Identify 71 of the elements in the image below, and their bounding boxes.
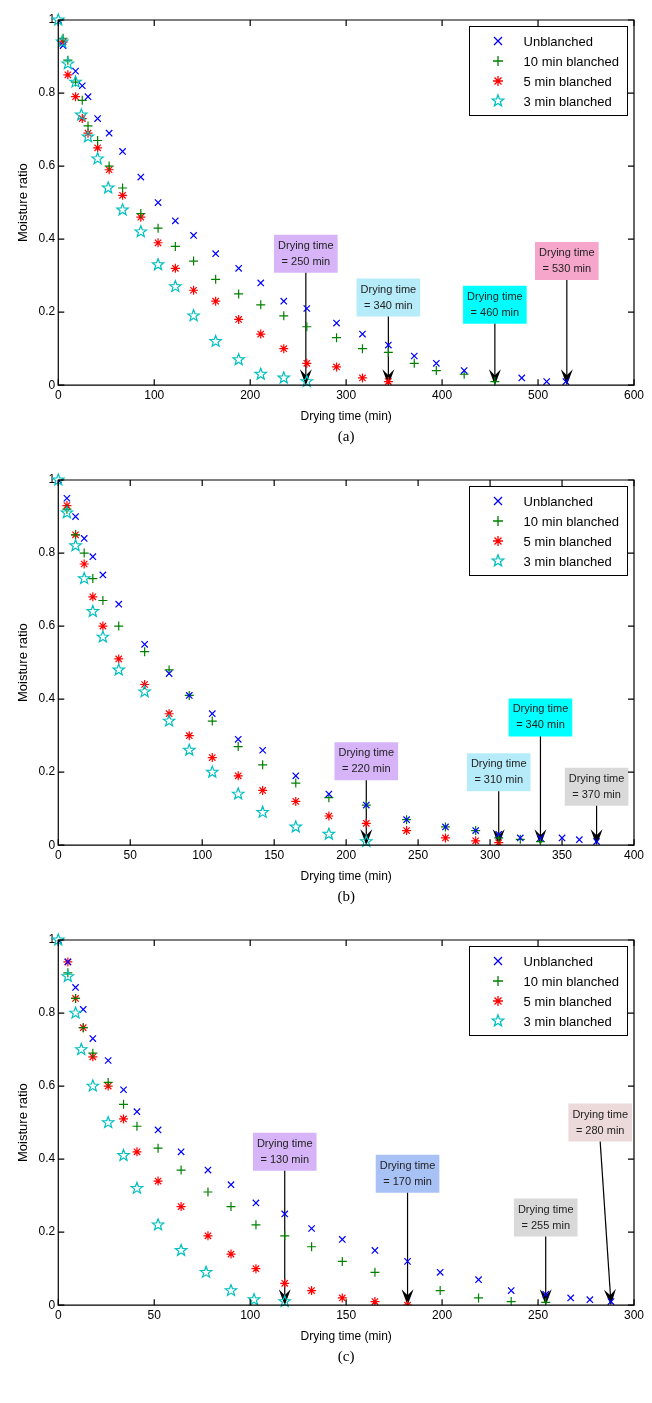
y-tick-label: 0.6 bbox=[38, 618, 56, 633]
legend-label: 3 min blanched bbox=[523, 93, 612, 109]
y-tick-label: 0 bbox=[48, 837, 56, 852]
x-tick-label: 100 bbox=[192, 847, 213, 862]
y-tick-label: 0.8 bbox=[38, 1005, 56, 1020]
x-axis-title: Drying time (min) bbox=[300, 409, 392, 424]
legend-label: 5 min blanched bbox=[523, 993, 612, 1009]
y-tick-label: 0 bbox=[48, 377, 56, 392]
legend-label: 10 min blanched bbox=[523, 513, 619, 529]
legend-label: 5 min blanched bbox=[523, 73, 612, 89]
y-tick-label: 0.6 bbox=[38, 158, 56, 173]
x-tick-label: 400 bbox=[432, 387, 453, 402]
x-tick-label: 400 bbox=[623, 847, 645, 862]
text: (b) bbox=[336, 888, 356, 905]
y-tick-label: 1 bbox=[48, 932, 56, 947]
y-tick-label: 1 bbox=[48, 12, 56, 27]
x-tick-label: 300 bbox=[480, 847, 501, 862]
x-tick-label: 300 bbox=[336, 387, 357, 402]
legend-label: 3 min blanched bbox=[523, 1013, 612, 1029]
y-axis-title: Moisture ratio bbox=[15, 1083, 31, 1162]
y-axis-title: Moisture ratio bbox=[15, 623, 31, 702]
x-tick-label: 150 bbox=[264, 847, 285, 862]
x-tick-label: 250 bbox=[408, 847, 429, 862]
annotation: Drying time = 255 min bbox=[517, 1202, 574, 1231]
x-tick-label: 200 bbox=[432, 1307, 453, 1322]
x-tick-label: 200 bbox=[240, 387, 261, 402]
y-tick-label: 0.2 bbox=[38, 1224, 56, 1239]
legend-label: 3 min blanched bbox=[523, 553, 612, 569]
y-tick-label: 0.4 bbox=[38, 1151, 56, 1166]
x-tick-label: 50 bbox=[147, 1307, 162, 1322]
x-tick-label: 500 bbox=[528, 387, 549, 402]
y-axis-title: Moisture ratio bbox=[15, 163, 31, 242]
y-tick-label: 1 bbox=[48, 472, 56, 487]
text: (c) bbox=[336, 1348, 356, 1365]
y-tick-label: 0.2 bbox=[38, 764, 56, 779]
y-tick-label: 0.6 bbox=[38, 1078, 56, 1093]
legend-label: Unblanched bbox=[523, 33, 593, 49]
x-tick-label: 100 bbox=[144, 387, 165, 402]
x-tick-label: 200 bbox=[336, 847, 357, 862]
legend-label: Unblanched bbox=[523, 953, 593, 969]
x-tick-label: 350 bbox=[552, 847, 573, 862]
annotation: Drying time = 130 min bbox=[256, 1136, 313, 1165]
annotation: Drying time = 170 min bbox=[379, 1158, 436, 1187]
y-tick-label: 0.2 bbox=[38, 304, 56, 319]
y-tick-label: 0.8 bbox=[38, 85, 56, 100]
text: (a) bbox=[336, 428, 356, 445]
x-axis-title: Drying time (min) bbox=[300, 1329, 392, 1344]
x-tick-label: 600 bbox=[623, 387, 645, 402]
x-axis-title: Drying time (min) bbox=[300, 869, 392, 884]
annotation: Drying time = 530 min bbox=[539, 246, 595, 275]
legend-label: Unblanched bbox=[523, 493, 593, 509]
x-tick-label: 50 bbox=[123, 847, 138, 862]
annotation: Drying time = 250 min bbox=[278, 238, 334, 267]
x-tick-label: 100 bbox=[240, 1307, 261, 1322]
annotation: Drying time = 280 min bbox=[572, 1107, 628, 1136]
legend-label: 5 min blanched bbox=[523, 533, 612, 549]
annotation: Drying time = 460 min bbox=[467, 289, 523, 318]
y-tick-label: 0.4 bbox=[38, 691, 56, 706]
annotation: Drying time = 340 min bbox=[360, 282, 417, 311]
annotation: Drying time = 220 min bbox=[338, 746, 395, 775]
annotation: Drying time = 310 min bbox=[470, 757, 527, 786]
y-tick-label: 0.8 bbox=[38, 545, 56, 560]
x-tick-label: 300 bbox=[623, 1307, 645, 1322]
legend-label: 10 min blanched bbox=[523, 973, 619, 989]
annotation: Drying time = 340 min bbox=[512, 702, 569, 731]
y-tick-label: 0.4 bbox=[38, 231, 56, 246]
annotation: Drying time = 370 min bbox=[568, 771, 625, 800]
x-tick-label: 250 bbox=[528, 1307, 549, 1322]
legend-label: 10 min blanched bbox=[523, 53, 619, 69]
x-tick-label: 150 bbox=[336, 1307, 357, 1322]
y-tick-label: 0 bbox=[48, 1297, 56, 1312]
